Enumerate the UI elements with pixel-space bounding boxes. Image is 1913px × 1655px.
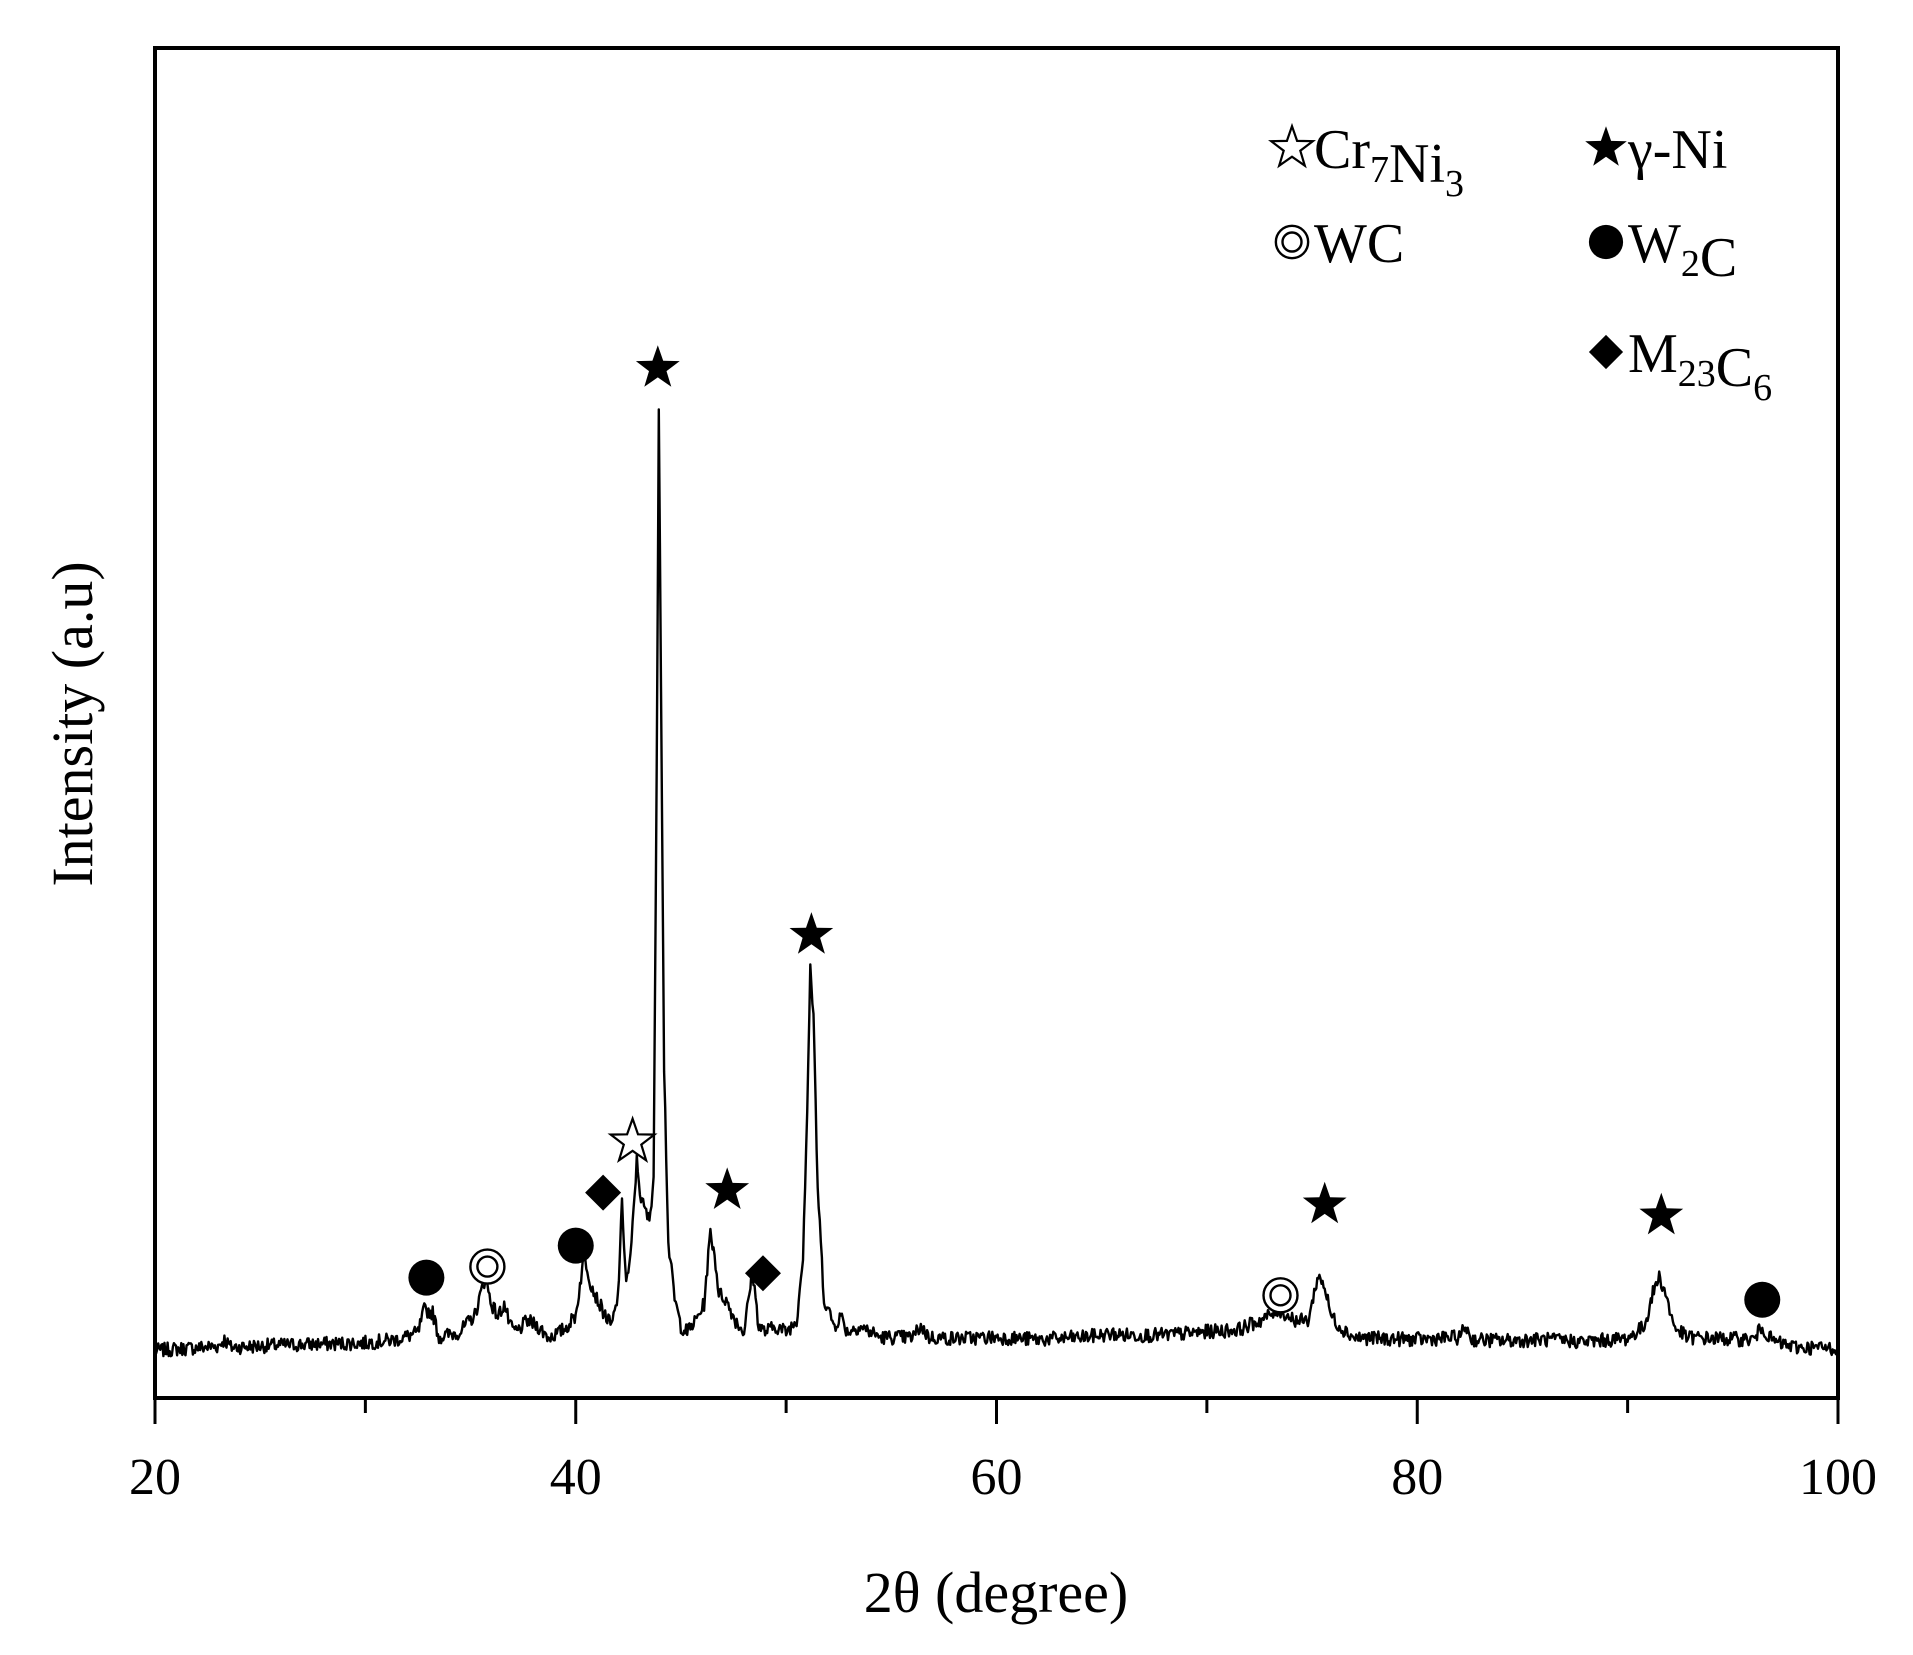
legend: Cr7Ni3 γ-Ni WC W2C M23C6 (1268, 119, 1772, 409)
double-circle-marker (1262, 1277, 1299, 1314)
x-tick-label: 100 (1799, 1449, 1877, 1506)
legend-item: M23C6 (1588, 323, 1772, 409)
legend-label: W2C (1628, 213, 1737, 289)
filled-star-marker (1585, 126, 1627, 166)
open-star-marker (1268, 122, 1316, 169)
filled-circle-marker (557, 1227, 594, 1264)
filled-star-marker (635, 345, 680, 387)
plot-frame (153, 46, 1840, 1400)
legend-item: Cr7Ni3 (1268, 119, 1464, 205)
open-star-marker (607, 1115, 658, 1164)
x-tick-label: 80 (1391, 1449, 1443, 1506)
peak-markers (408, 345, 1781, 1318)
x-tick-labels: 20 40 60 80 100 (129, 1449, 1877, 1506)
filled-diamond-marker (1588, 334, 1624, 370)
legend-item: γ-Ni (1585, 119, 1727, 181)
legend-label: γ-Ni (1627, 119, 1727, 181)
filled-star-marker (789, 912, 834, 954)
x-tick-label: 60 (971, 1449, 1023, 1506)
legend-label: M23C6 (1628, 323, 1772, 409)
legend-item: W2C (1588, 213, 1737, 289)
y-axis-title: Intensity (a.u) (40, 561, 105, 886)
legend-label: Cr7Ni3 (1314, 119, 1464, 205)
double-circle-marker (469, 1248, 506, 1285)
x-tick-label: 20 (129, 1449, 181, 1506)
filled-star-marker (1302, 1181, 1347, 1224)
legend-item: WC (1274, 213, 1404, 275)
x-tick-label: 40 (550, 1449, 602, 1506)
filled-circle-marker (408, 1259, 445, 1296)
filled-diamond-marker (744, 1255, 781, 1292)
filled-star-marker (705, 1167, 750, 1209)
double-circle-marker (1274, 224, 1310, 260)
x-axis-title: 2θ (degree) (864, 1560, 1128, 1625)
x-axis-ticks (153, 1398, 1840, 1424)
filled-star-marker (1639, 1192, 1684, 1235)
filled-circle-marker (1744, 1281, 1781, 1318)
series-line (153, 408, 1840, 1358)
filled-diamond-marker (585, 1174, 622, 1211)
filled-circle-marker (1588, 224, 1624, 260)
legend-label: WC (1314, 213, 1404, 275)
